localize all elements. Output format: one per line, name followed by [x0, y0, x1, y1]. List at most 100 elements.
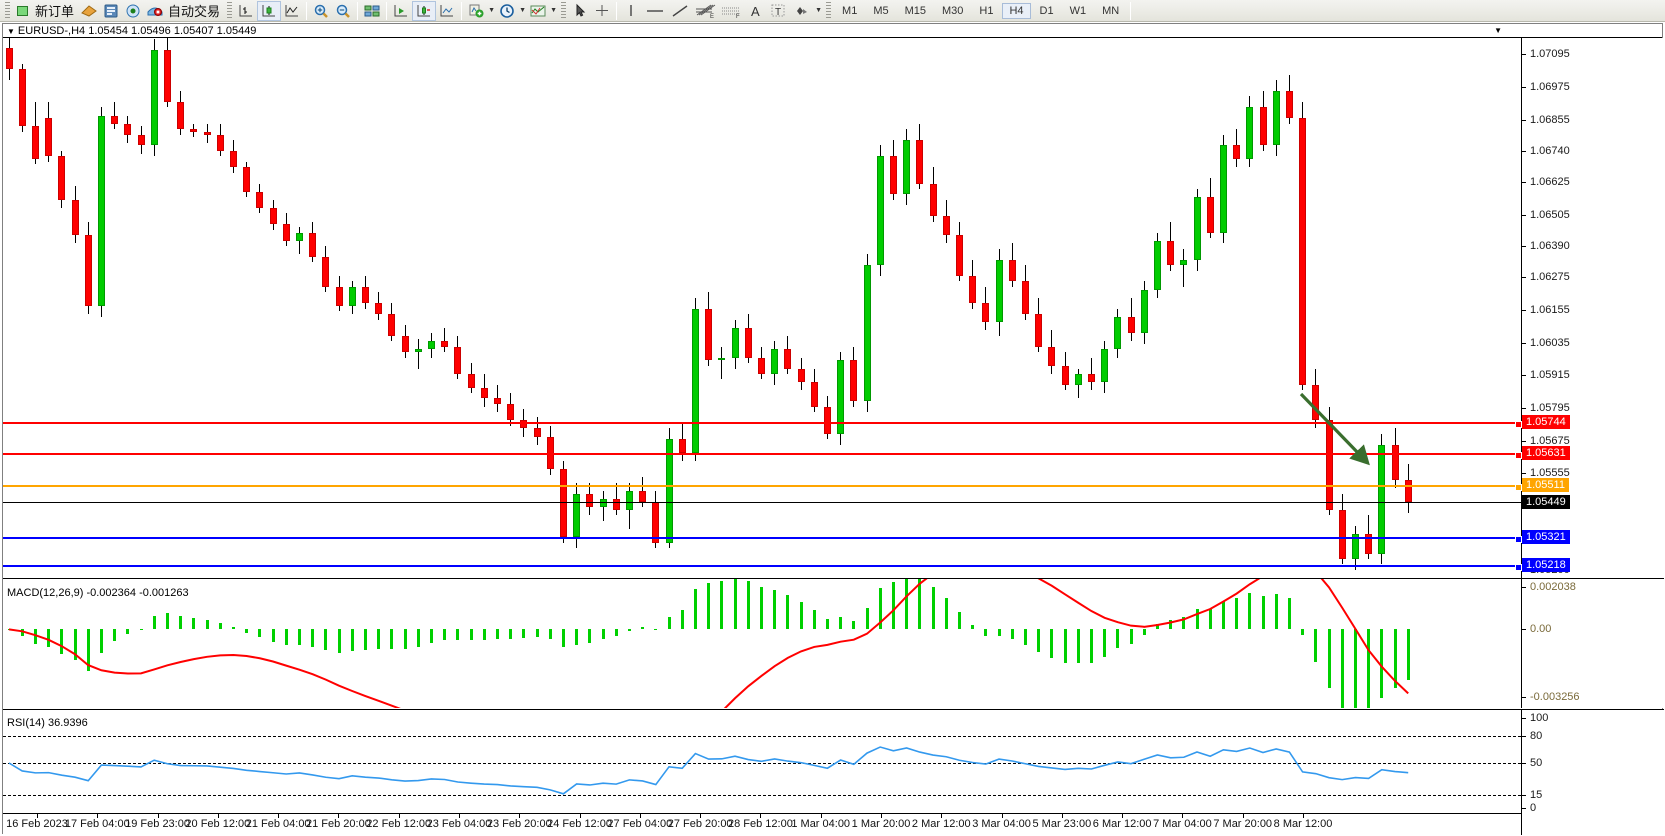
current-price-line[interactable] [3, 502, 1521, 504]
date-axis[interactable]: 16 Feb 2023 17 Feb 04:00 19 Feb 23:00 20 Fe… [3, 813, 1521, 835]
rsi-pane[interactable]: 100 80 50 15 0 RSI(14) 36.9396 16 Feb 2023 17… [3, 709, 1664, 835]
toolbar-grip-3[interactable] [561, 1, 567, 20]
macd-histogram-bar [1103, 629, 1107, 658]
candle-body [388, 314, 396, 336]
macd-axis[interactable]: 0.002038 0.00 -0.003256 [1521, 579, 1664, 708]
cursor-icon[interactable] [569, 1, 591, 21]
tile-windows-icon[interactable] [361, 1, 383, 21]
timeframe-d1[interactable]: D1 [1039, 4, 1054, 17]
navigator-icon[interactable] [122, 1, 144, 21]
date-tick [1303, 814, 1304, 818]
timeframe-h1[interactable]: H1 [979, 4, 994, 17]
timeframe-w1[interactable]: W1 [1069, 4, 1087, 17]
macd-histogram-bar [1076, 629, 1080, 664]
add-indicator-dropdown-icon[interactable]: ▼ [488, 6, 495, 14]
resistance-line-1[interactable] [3, 420, 1522, 428]
new-order-icon[interactable] [13, 1, 33, 21]
autotrading-label[interactable]: 自动交易 [168, 5, 221, 20]
toolbar-grip-4[interactable] [826, 1, 832, 20]
support-line-2-handle[interactable] [1515, 563, 1522, 571]
candle-body [58, 156, 66, 200]
rsi-level-line [3, 763, 1521, 764]
price-plot-area[interactable] [3, 38, 1521, 578]
macd-histogram-bar [1406, 629, 1410, 681]
vertical-line-icon[interactable] [620, 1, 642, 21]
crosshair-icon[interactable] [591, 1, 613, 21]
support-line-1[interactable] [3, 535, 1522, 543]
support-line-2[interactable] [3, 563, 1522, 571]
period-icon[interactable] [496, 1, 518, 21]
candle-body [1087, 373, 1095, 383]
candle [295, 38, 304, 578]
auto-scroll-icon[interactable] [436, 1, 458, 21]
line-chart-icon[interactable] [281, 1, 303, 21]
text-icon[interactable]: A [744, 1, 766, 21]
pivot-line[interactable] [3, 484, 1522, 492]
candle-body [876, 156, 884, 266]
candle-body [31, 126, 39, 160]
shift-end-icon[interactable] [390, 1, 412, 21]
chart-window[interactable]: ▼ EURUSD-,H4 1.05454 1.05496 1.05407 1.05… [2, 23, 1664, 835]
resistance-line-2[interactable] [3, 451, 1522, 459]
text-label-icon[interactable]: T [766, 1, 790, 21]
fibonacci-icon[interactable]: E [692, 1, 718, 21]
zoom-in-icon[interactable] [310, 1, 332, 21]
support-line-1-handle[interactable] [1515, 535, 1522, 543]
price-pane[interactable]: 1.07095 1.06975 1.06855 1.06740 1.06625 1.065… [3, 38, 1664, 578]
timeframe-mn[interactable]: MN [1102, 4, 1120, 17]
add-indicator-icon[interactable] [465, 1, 487, 21]
timeframe-m1[interactable]: M1 [842, 4, 858, 17]
timeframe-m15[interactable]: M15 [904, 4, 926, 17]
macd-histogram-bar [575, 629, 579, 645]
date-label: 8 Mar 12:00 [1273, 818, 1333, 830]
rsi-tick: 80 [1522, 730, 1542, 742]
horizontal-line-icon[interactable] [642, 1, 668, 21]
toolbar-grip-1[interactable] [5, 1, 10, 20]
timeframe-h4[interactable]: H4 [1002, 2, 1031, 19]
macd-histogram-bar [944, 598, 948, 630]
price-tick: 1.05675 [1522, 435, 1570, 447]
templates-dropdown-icon[interactable]: ▼ [550, 6, 557, 14]
shapes-dropdown-icon[interactable]: ▼ [815, 6, 822, 14]
candlestick-chart-icon[interactable] [257, 0, 282, 21]
macd-histogram-bar [1050, 629, 1054, 658]
shapes-icon[interactable] [790, 1, 814, 21]
new-order-label[interactable]: 新订单 [35, 5, 75, 20]
data-window-icon[interactable] [100, 1, 122, 21]
bar-chart-icon[interactable] [235, 1, 257, 21]
date-tick [217, 814, 219, 818]
macd-histogram-bar [984, 629, 988, 637]
candle-body [757, 357, 765, 374]
resistance-line-1-handle[interactable] [1515, 420, 1522, 428]
zoom-out-icon[interactable] [332, 1, 354, 21]
candle [1365, 38, 1373, 578]
main-toolbar: 新订单 自动交易 [0, 0, 1665, 22]
autotrading-icon[interactable] [144, 1, 166, 21]
candle [1219, 38, 1228, 578]
macd-histogram-bar [429, 629, 433, 644]
macd-histogram-bar [654, 629, 658, 631]
pivot-line-handle[interactable] [1515, 484, 1522, 492]
period-dropdown-icon[interactable]: ▼ [519, 6, 526, 14]
candle-body [1167, 240, 1175, 266]
candle [414, 38, 423, 578]
macd-histogram-bar [1393, 629, 1397, 688]
rsi-plot-area[interactable] [3, 710, 1521, 835]
toolbar-grip-2[interactable] [227, 1, 233, 20]
macd-plot-area[interactable] [3, 579, 1521, 708]
timeframe-m5[interactable]: M5 [873, 4, 889, 17]
timeframe-m30[interactable]: M30 [942, 4, 964, 17]
symbol-menu-caret-icon[interactable]: ▼ [7, 27, 15, 36]
rsi-axis[interactable]: 100 80 50 15 0 [1521, 710, 1664, 835]
candle [652, 38, 660, 578]
shift-start-icon[interactable] [412, 0, 437, 21]
resistance-line-2-handle[interactable] [1515, 451, 1522, 459]
templates-icon[interactable] [527, 1, 549, 21]
rsi-indicator-label: RSI(14) 36.9396 [7, 717, 88, 729]
equidistant-channel-icon[interactable]: F [718, 1, 744, 21]
macd-pane[interactable]: 0.002038 0.00 -0.003256 MACD(12,26,9) -0.0… [3, 578, 1664, 708]
expert-advisor-icon[interactable] [78, 1, 100, 21]
trendline-icon[interactable] [668, 1, 692, 21]
candle-body [744, 327, 752, 358]
chart-collapse-caret-icon[interactable]: ▼ [1494, 26, 1502, 35]
